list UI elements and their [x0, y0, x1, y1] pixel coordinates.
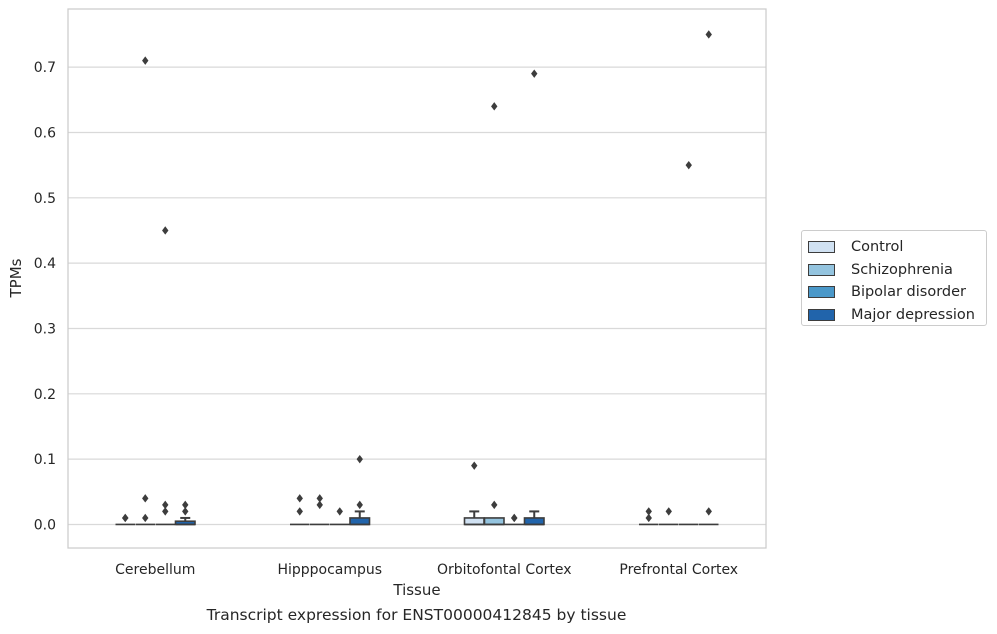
plot-area [67, 8, 767, 549]
outlier-major-depression-prefrontal-cortex-1 [705, 30, 712, 39]
x-axis-label: Tissue [392, 581, 440, 599]
outlier-schizophrenia-cerebellum-0 [142, 513, 149, 523]
x-tick-label-hipppocampus: Hipppocampus [277, 562, 382, 578]
y-tick-label-0-2: 0.2 [34, 387, 56, 403]
outlier-bipolar-disorder-hipppocampus-0 [336, 507, 343, 516]
legend-swatch-control [808, 241, 835, 254]
x-axis-ticks: Cerebellum Hipppocampus Orbitofontal Corte… [115, 562, 738, 578]
outlier-schizophrenia-orbitofontal-cortex-1 [491, 102, 498, 111]
outlier-bipolar-disorder-cerebellum-1 [162, 500, 169, 510]
y-tick-label-0-3: 0.3 [34, 321, 56, 337]
outlier-control-hipppocampus-1 [296, 494, 303, 503]
outlier-major-depression-hipppocampus-0 [356, 500, 363, 510]
x-tick-label-orbitofontal-cortex: Orbitofontal Cortex [437, 562, 572, 578]
outlier-major-depression-cerebellum-1 [182, 500, 189, 510]
outlier-schizophrenia-cerebellum-1 [142, 494, 149, 503]
box-schizophrenia-orbitofontal-cortex [483, 517, 505, 526]
outlier-control-orbitofontal-cortex-0 [471, 461, 478, 470]
y-tick-label-0-7: 0.7 [34, 60, 56, 76]
y-tick-label-0-5: 0.5 [34, 191, 56, 207]
y-tick-label-0-0: 0.0 [34, 517, 56, 533]
outlier-schizophrenia-hipppocampus-1 [316, 494, 323, 503]
legend-item-major-depression: Major depression [808, 304, 986, 327]
legend-label-bipolar-disorder: Bipolar disorder [851, 284, 966, 301]
box-major-depression-cerebellum [174, 516, 196, 526]
chart-title: Transcript expression for ENST0000041284… [206, 606, 627, 624]
legend-label-control: Control [851, 239, 904, 256]
outlier-major-depression-orbitofontal-cortex-0 [531, 69, 538, 78]
outlier-control-hipppocampus-0 [296, 507, 303, 516]
legend-label-schizophrenia: Schizophrenia [851, 261, 953, 278]
y-tick-label-0-1: 0.1 [34, 452, 56, 468]
outlier-bipolar-disorder-cerebellum-0 [162, 507, 169, 516]
outlier-schizophrenia-orbitofontal-cortex-0 [491, 500, 498, 510]
outlier-control-prefrontal-cortex-0 [645, 513, 652, 523]
outlier-bipolar-disorder-orbitofontal-cortex-1 [511, 513, 518, 523]
y-tick-label-0-6: 0.6 [34, 125, 56, 141]
outlier-schizophrenia-cerebellum-2 [142, 56, 149, 65]
x-tick-label-prefrontal-cortex: Prefrontal Cortex [619, 562, 738, 578]
outlier-control-prefrontal-cortex-1 [645, 507, 652, 516]
outlier-bipolar-disorder-cerebellum-2 [162, 226, 169, 235]
outlier-major-depression-hipppocampus-1 [356, 454, 363, 464]
legend-label-major-depression: Major depression [851, 306, 975, 323]
outlier-bipolar-disorder-prefrontal-cortex-0 [685, 160, 692, 170]
outlier-control-cerebellum-1 [122, 513, 129, 523]
gridlines [68, 66, 766, 526]
box-control-orbitofontal-cortex [463, 510, 485, 526]
outlier-major-depression-prefrontal-cortex-0 [705, 507, 712, 516]
y-axis-label: TPMs [7, 258, 25, 298]
y-axis-ticks: 0.0 0.1 0.2 0.3 0.4 0.5 0.6 0.7 [34, 60, 56, 533]
x-tick-label-cerebellum: Cerebellum [115, 562, 195, 578]
outlier-schizophrenia-prefrontal-cortex-0 [665, 507, 672, 516]
legend-swatch-major-depression [808, 308, 835, 321]
box-major-depression-hipppocampus [349, 510, 371, 526]
boxes [115, 510, 719, 526]
outlier-major-depression-cerebellum-0 [182, 507, 189, 516]
legend-item-schizophrenia: Schizophrenia [808, 259, 986, 282]
legend-swatch-schizophrenia [808, 263, 835, 276]
legend-item-control: Control [808, 236, 986, 259]
legend: Control Schizophrenia Bipolar disorder M… [801, 230, 987, 326]
legend-item-bipolar-disorder: Bipolar disorder [808, 281, 986, 304]
outlier-schizophrenia-hipppocampus-0 [316, 500, 323, 510]
legend-swatch-bipolar-disorder [808, 286, 835, 299]
y-tick-label-0-4: 0.4 [34, 256, 56, 272]
outliers [122, 30, 712, 523]
box-major-depression-orbitofontal-cortex [523, 510, 545, 526]
